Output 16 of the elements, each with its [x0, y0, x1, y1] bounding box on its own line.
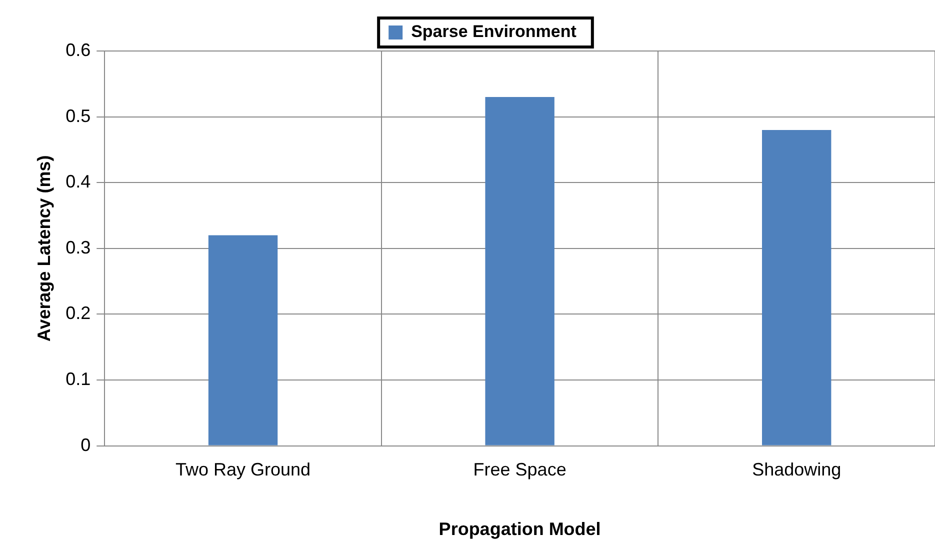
bar: [485, 97, 554, 446]
y-tick-label: 0.4: [66, 172, 91, 192]
y-tick-label: 0.6: [66, 40, 91, 60]
y-tick-label: 0.2: [66, 303, 91, 324]
x-tick-label: Free Space: [473, 460, 566, 480]
y-tick-label: 0.5: [66, 106, 91, 126]
y-tick-label: 0: [80, 434, 91, 455]
x-axis-title: Propagation Model: [438, 519, 601, 540]
bar: [762, 130, 832, 446]
y-axis-title: Average Latency (ms): [34, 155, 54, 342]
legend-label: Sparse Environment: [411, 22, 577, 42]
bar: [208, 235, 278, 446]
y-tick-label: 0.3: [66, 237, 91, 258]
x-tick-label: Two Ray Ground: [175, 460, 311, 480]
y-tick-label: 0.1: [66, 368, 91, 389]
x-tick-label: Shadowing: [752, 460, 842, 480]
